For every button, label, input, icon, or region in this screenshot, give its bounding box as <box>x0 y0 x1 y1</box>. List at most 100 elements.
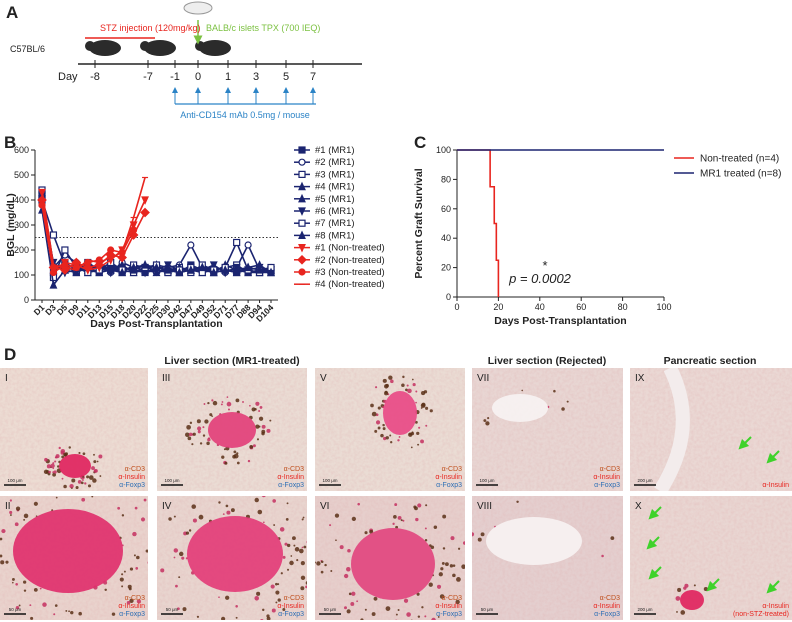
cell <box>282 555 286 559</box>
cell <box>209 413 213 417</box>
y-tick-label: 600 <box>14 145 29 155</box>
mouse-icon <box>144 40 176 56</box>
cell <box>63 484 67 489</box>
cell <box>207 402 210 405</box>
cell <box>178 551 184 557</box>
cell <box>316 561 321 566</box>
histology-image <box>0 496 148 620</box>
histology-panel: IX 200 μm α-Insulin <box>630 368 792 491</box>
cell <box>329 524 332 527</box>
cell <box>675 596 681 601</box>
legend-marker <box>298 207 306 216</box>
cell <box>390 379 394 384</box>
mouse-icon <box>140 41 150 51</box>
cell <box>121 585 124 588</box>
green-arrow <box>646 536 660 550</box>
cell <box>299 548 304 554</box>
cell <box>403 598 409 603</box>
cell <box>55 496 58 499</box>
day-value: -7 <box>143 71 153 83</box>
cell <box>397 439 400 442</box>
cell <box>63 452 67 457</box>
scale-label: 100 μm <box>164 478 179 483</box>
day-value: 0 <box>195 71 201 83</box>
cell <box>384 391 389 396</box>
cell <box>397 515 402 520</box>
cell <box>181 556 185 560</box>
cell <box>294 547 300 552</box>
cell <box>186 424 191 430</box>
timeline-decor <box>78 1 362 105</box>
cell <box>129 567 134 571</box>
cell <box>417 443 420 446</box>
cell <box>252 444 256 448</box>
cell <box>330 569 333 572</box>
green-arrow <box>738 436 752 450</box>
legend-marker <box>298 193 306 203</box>
y-tick-label: 40 <box>441 233 451 243</box>
cell <box>221 455 225 459</box>
legend-marker <box>298 146 306 154</box>
legend-label: MR1 treated (n=8) <box>700 169 781 180</box>
cell <box>416 431 420 436</box>
y-tick-label: 500 <box>14 170 29 180</box>
cell <box>233 450 237 454</box>
scale-label: 50 μm <box>166 607 179 612</box>
cell <box>423 390 428 394</box>
cell <box>136 599 141 604</box>
cell <box>254 595 260 601</box>
green-arrow <box>648 566 662 580</box>
cell <box>235 616 238 619</box>
point <box>244 262 253 272</box>
tissue-fold <box>654 368 690 491</box>
point <box>152 262 161 272</box>
cell <box>196 419 201 424</box>
annotation: p = 0.0002 <box>508 271 572 286</box>
cell <box>127 584 132 589</box>
point <box>186 265 195 274</box>
stain-label: α-CD3 <box>125 466 145 473</box>
point <box>141 260 149 269</box>
islet <box>486 517 582 565</box>
cell <box>126 600 131 605</box>
annotation: * <box>542 258 547 273</box>
cell <box>262 521 265 524</box>
cell <box>9 510 13 514</box>
cell <box>5 560 9 564</box>
cell <box>421 606 424 609</box>
y-tick-label: 80 <box>441 174 451 184</box>
cell <box>23 580 27 584</box>
cell <box>92 478 97 483</box>
cell <box>140 517 146 522</box>
cell <box>677 587 682 592</box>
cell <box>415 517 419 522</box>
cell <box>188 432 193 437</box>
cell <box>421 402 426 407</box>
cell <box>305 585 307 589</box>
cell <box>315 561 316 564</box>
cell <box>259 406 263 409</box>
y-axis-label: Percent Graft Survival <box>413 168 425 278</box>
survival-line <box>457 149 500 297</box>
cell <box>286 543 291 548</box>
cell <box>29 604 32 607</box>
cell <box>212 400 218 406</box>
stain-label: α-Foxp3 <box>119 611 145 618</box>
cell <box>293 544 296 547</box>
cell <box>262 608 265 612</box>
cell <box>208 437 210 440</box>
cell <box>70 610 74 615</box>
cell <box>30 616 34 620</box>
cell <box>301 518 304 521</box>
cell <box>211 399 214 402</box>
point <box>49 268 58 277</box>
cell <box>15 606 20 610</box>
cell <box>425 406 429 410</box>
cell <box>411 378 414 381</box>
y-tick-label: 0 <box>24 295 29 305</box>
cell <box>222 513 225 516</box>
cell <box>71 478 76 483</box>
stain-label: α-Insulin <box>762 482 789 489</box>
